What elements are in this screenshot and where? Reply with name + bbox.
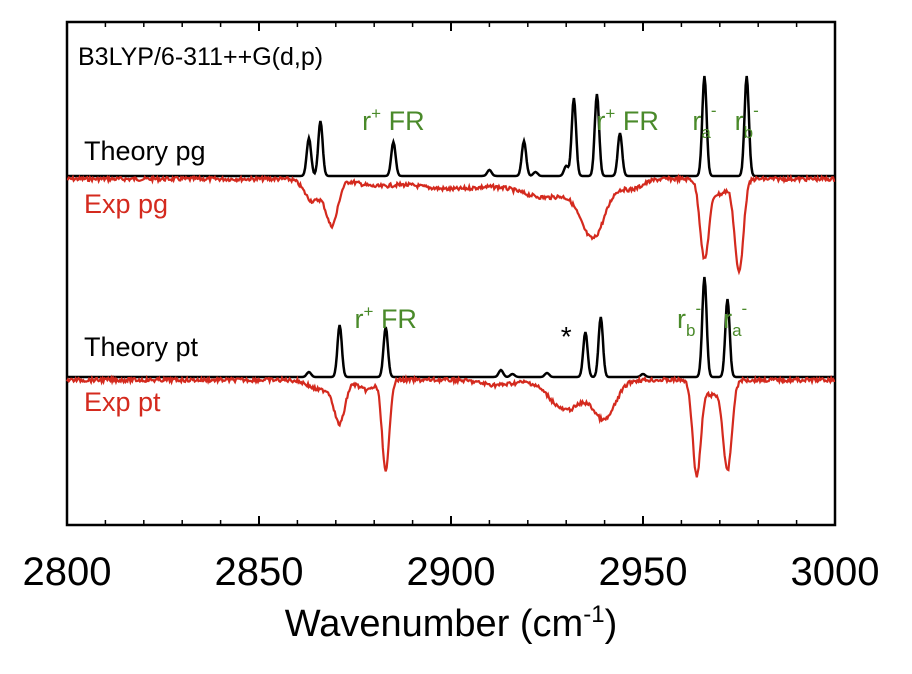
theory-pt-line	[67, 276, 835, 379]
peak-annotation: rb-	[735, 101, 759, 142]
x-axis-title: Wavenumber (cm-1)	[285, 601, 617, 645]
peak-annotation: ra-	[692, 101, 716, 142]
spectra-traces	[66, 75, 836, 478]
x-tick-label: 3000	[791, 550, 880, 594]
x-tick-label: 2800	[23, 550, 112, 594]
exp-pg-label: Exp pg	[84, 189, 168, 219]
x-axis-title-sup: -1	[583, 601, 604, 628]
x-axis-tick-labels: 2800 2850 2900 2950 3000	[23, 550, 880, 594]
plot-frame	[65, 20, 837, 527]
x-axis-title-text: Wavenumber (cm	[285, 603, 583, 645]
theory-pg-label: Theory pg	[84, 136, 206, 166]
peak-annotation: rb-	[677, 299, 701, 340]
exp-pt-line	[66, 373, 836, 478]
x-axis-title-close: )	[605, 603, 618, 645]
exp-pg-line	[66, 173, 836, 276]
trace-labels: Theory pg Exp pg r+ FR r+ FR ra-rb- Theory pt…	[84, 101, 759, 417]
method-label: B3LYP/6-311++G(d,p)	[78, 43, 323, 71]
peak-annotation: r+ FR	[596, 104, 658, 136]
star-marker: *	[561, 321, 572, 352]
peak-annotation: r+ FR	[362, 104, 424, 136]
x-axis-ticks	[66, 22, 836, 525]
x-tick-label: 2850	[215, 550, 304, 594]
peak-annotation: r+ FR	[355, 302, 417, 334]
x-tick-label: 2950	[599, 550, 688, 594]
peak-annotation: ra-	[723, 299, 747, 340]
x-tick-label: 2900	[407, 550, 496, 594]
exp-pt-label: Exp pt	[84, 387, 161, 417]
theory-pt-label: Theory pt	[84, 332, 199, 362]
